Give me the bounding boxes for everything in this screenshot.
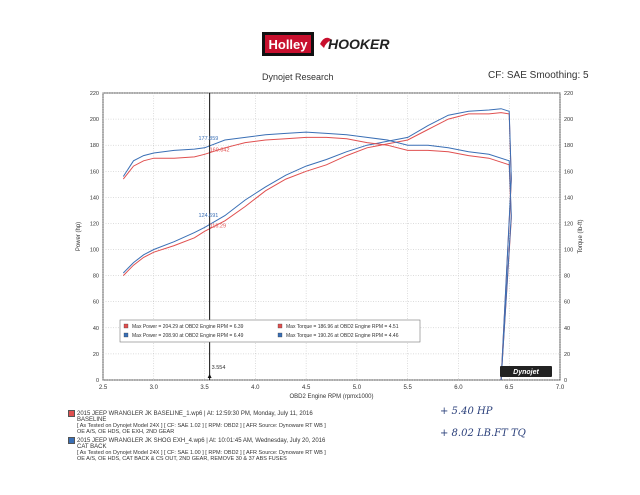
legend-box (119, 319, 421, 343)
x-tick-label: 7.0 (556, 385, 565, 391)
handwritten-hp-note: + 5.40 HP (440, 406, 493, 417)
y-tick-label-right: 140 (564, 195, 573, 201)
x-tick-label: 4.5 (302, 385, 311, 391)
legend-torque-entry: Max Torque = 186.96 at OBD2 Engine RPM =… (286, 324, 399, 330)
y-tick-label-left: 20 (93, 352, 99, 358)
run-2-title: 2015 JEEP WRANGLER JK SHOG EXH_4.wp6 | A… (77, 438, 326, 445)
y-axis-label-right: Torque (lb-ft) (578, 219, 584, 253)
chart-header-info: CF: SAE Smoothing: 5 (488, 70, 589, 81)
y-tick-label-left: 80 (93, 274, 99, 280)
x-tick-label: 4.0 (251, 385, 260, 391)
y-tick-label-left: 200 (90, 117, 99, 123)
y-tick-label-right: 120 (564, 221, 573, 227)
run-info-block: 2015 JEEP WRANGLER JK BASELINE_1.wp6 | A… (68, 410, 488, 462)
y-tick-label-left: 60 (93, 300, 99, 306)
legend-power-entry: Max Power = 208.90 at OBD2 Engine RPM = … (132, 333, 244, 339)
holley-logo-text: Holley (268, 37, 308, 52)
y-tick-label-right: 100 (564, 248, 573, 254)
x-tick-label: 5.5 (403, 385, 412, 391)
y-tick-label-right: 160 (564, 169, 573, 175)
dynojet-badge-text: Dynojet (513, 369, 539, 376)
x-tick-label: 2.5 (99, 385, 108, 391)
legend-power-entry: Max Power = 204.29 at OBD2 Engine RPM = … (132, 324, 244, 330)
run-2-line1: 2015 JEEP WRANGLER JK SHOG EXH_4.wp6 | A… (68, 437, 488, 444)
cursor-value-label: 177.859 (198, 136, 218, 142)
series-line-2 (122, 108, 512, 381)
x-tick-label: 6.5 (505, 385, 514, 391)
run-1-line1: 2015 JEEP WRANGLER JK BASELINE_1.wp6 | A… (68, 410, 488, 417)
y-tick-label-left: 160 (90, 169, 99, 175)
legend-swatch-torque (277, 332, 283, 338)
y-tick-label-left: 220 (90, 91, 99, 97)
run-1-title: 2015 JEEP WRANGLER JK BASELINE_1.wp6 | A… (77, 411, 313, 418)
run-2-swatch (68, 437, 75, 445)
y-tick-label-right: 80 (564, 274, 570, 280)
run-1-swatch (68, 410, 75, 417)
series-line-4 (122, 131, 512, 381)
run-1-line4: OE A/S, OE HDS, OE EXH, 2ND GEAR (77, 429, 175, 436)
y-tick-label-left: 40 (93, 326, 99, 332)
x-tick-label: 6.0 (454, 385, 463, 391)
y-tick-label-right: 180 (564, 143, 573, 149)
x-tick-label: 3.0 (150, 385, 159, 391)
cursor-value-label: 124.691 (198, 213, 218, 219)
y-axis-label-left: Power (hp) (76, 222, 82, 251)
handwritten-tq-note: + 8.02 LB.FT TQ (440, 428, 526, 439)
run-1-line3: [ As Tested on Dynojet Model 24X ] [ CF:… (77, 423, 326, 430)
legend-swatch-power (123, 323, 129, 329)
hooker-logo-text: HOOKER (328, 36, 390, 52)
cursor-marker (207, 374, 212, 378)
y-tick-label-right: 60 (564, 300, 570, 306)
legend-torque-entry: Max Torque = 190.26 at OBD2 Engine RPM =… (286, 333, 399, 339)
series-line-1 (122, 112, 512, 381)
cursor-x-label: 3.554 (212, 365, 226, 371)
y-tick-label-left: 140 (90, 195, 99, 201)
x-tick-label: 5.0 (353, 385, 362, 391)
y-tick-label-left: 120 (90, 221, 99, 227)
cursor-value-label: 169.842 (210, 148, 230, 154)
y-tick-label-right: 220 (564, 91, 573, 97)
y-tick-label-right: 40 (564, 326, 570, 332)
y-tick-label-left: 0 (96, 378, 99, 384)
holley-hooker-logo: Holley HOOKER (262, 32, 390, 56)
legend-swatch-power (123, 332, 129, 338)
y-tick-label-right: 20 (564, 352, 570, 358)
dynojet-badge (500, 366, 552, 377)
cursor-value-label: 116.29 (210, 223, 226, 229)
run-2-line2: CAT BACK (77, 444, 107, 451)
y-tick-label-left: 100 (90, 248, 99, 254)
x-axis-label: OBD2 Engine RPM (rpmx1000) (289, 394, 373, 400)
run-1-line2: BASELINE (77, 417, 107, 424)
run-2-line4: OE A/S, OE HDS, CAT BACK & CS OUT, 2ND G… (77, 456, 287, 463)
y-tick-label-right: 0 (564, 378, 567, 384)
y-tick-label-right: 200 (564, 117, 573, 123)
run-2-line3: [ As Tested on Dynojet Model 24X ] [ CF:… (77, 450, 326, 457)
chart-header-title: Dynojet Research (262, 72, 334, 82)
series-line-3 (122, 136, 512, 381)
x-tick-label: 3.5 (200, 385, 209, 391)
legend-swatch-torque (277, 323, 283, 329)
y-tick-label-left: 180 (90, 143, 99, 149)
